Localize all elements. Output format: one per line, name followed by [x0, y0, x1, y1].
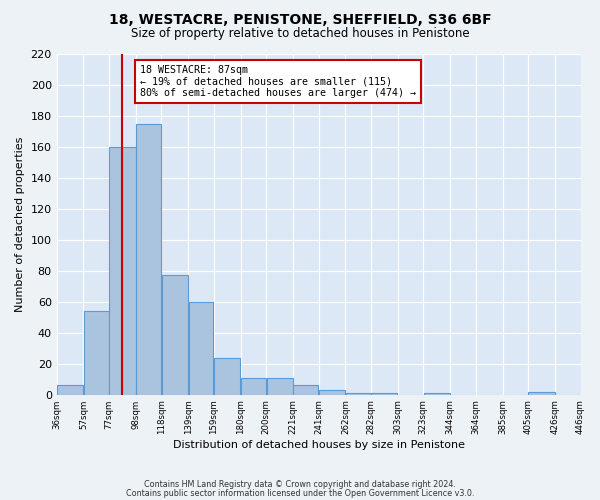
- Bar: [214, 358, 241, 395]
- Bar: [136, 124, 161, 394]
- Bar: [266, 378, 293, 394]
- Bar: [109, 147, 136, 394]
- Bar: [346, 393, 371, 394]
- Bar: [293, 386, 318, 394]
- X-axis label: Distribution of detached houses by size in Penistone: Distribution of detached houses by size …: [173, 440, 464, 450]
- Y-axis label: Number of detached properties: Number of detached properties: [15, 136, 25, 312]
- Bar: [241, 378, 266, 394]
- Text: Size of property relative to detached houses in Penistone: Size of property relative to detached ho…: [131, 28, 469, 40]
- Text: 18 WESTACRE: 87sqm
← 19% of detached houses are smaller (115)
80% of semi-detach: 18 WESTACRE: 87sqm ← 19% of detached hou…: [140, 65, 416, 98]
- Text: Contains public sector information licensed under the Open Government Licence v3: Contains public sector information licen…: [126, 489, 474, 498]
- Bar: [57, 386, 83, 394]
- Bar: [162, 276, 188, 394]
- Bar: [424, 393, 450, 394]
- Bar: [188, 302, 214, 394]
- Text: 18, WESTACRE, PENISTONE, SHEFFIELD, S36 6BF: 18, WESTACRE, PENISTONE, SHEFFIELD, S36 …: [109, 12, 491, 26]
- Bar: [371, 393, 397, 394]
- Bar: [529, 392, 554, 394]
- Bar: [84, 311, 109, 394]
- Text: Contains HM Land Registry data © Crown copyright and database right 2024.: Contains HM Land Registry data © Crown c…: [144, 480, 456, 489]
- Bar: [319, 390, 345, 394]
